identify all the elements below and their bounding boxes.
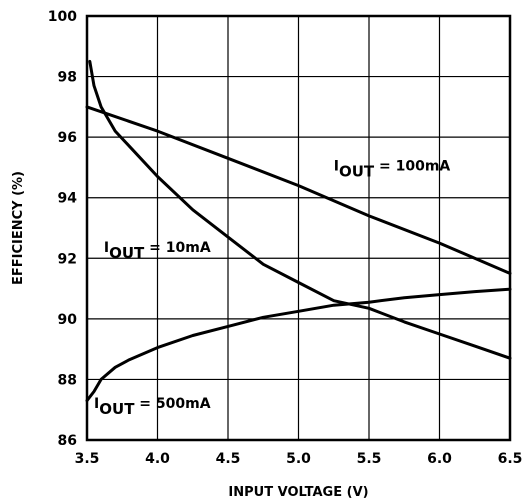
series-annotation: IOUT = 100mA	[334, 158, 451, 180]
y-tick-label: 96	[58, 130, 77, 146]
x-tick-label: 5.5	[357, 451, 382, 467]
y-tick-label: 90	[58, 312, 78, 328]
y-axis-title: EFFICIENCY (%)	[11, 171, 26, 285]
y-tick-label: 98	[58, 70, 77, 86]
x-tick-label: 4.0	[145, 451, 170, 467]
y-tick-label: 92	[58, 251, 77, 267]
y-tick-label: 86	[58, 433, 77, 449]
plot-frame	[85, 14, 512, 442]
tick-labels: 3.5 4.0 4.5 5.0 5.5 6.0 6.5 86 88 90 92 94 96 98 100	[48, 9, 523, 467]
series-line-2	[85, 287, 512, 403]
x-tick-label: 5.0	[286, 451, 311, 467]
series-lines	[85, 59, 512, 403]
series-annotation: IOUT = 500mA	[94, 396, 211, 418]
series-annotation: IOUT = 10mA	[104, 240, 211, 262]
y-tick-label: 100	[48, 9, 77, 25]
x-axis-title: INPUT VOLTAGE (V)	[228, 485, 368, 500]
series-line-0	[88, 59, 512, 360]
y-tick-label: 94	[58, 191, 78, 207]
x-tick-label: 6.5	[498, 451, 523, 467]
x-tick-label: 4.5	[216, 451, 241, 467]
x-tick-label: 6.0	[427, 451, 452, 467]
x-tick-label: 3.5	[75, 451, 100, 467]
series-line-1	[85, 105, 512, 275]
grid	[87, 16, 510, 440]
annotations: IOUT = 100mA IOUT = 10mA IOUT = 500mA	[94, 158, 450, 418]
y-tick-label: 88	[58, 372, 77, 388]
